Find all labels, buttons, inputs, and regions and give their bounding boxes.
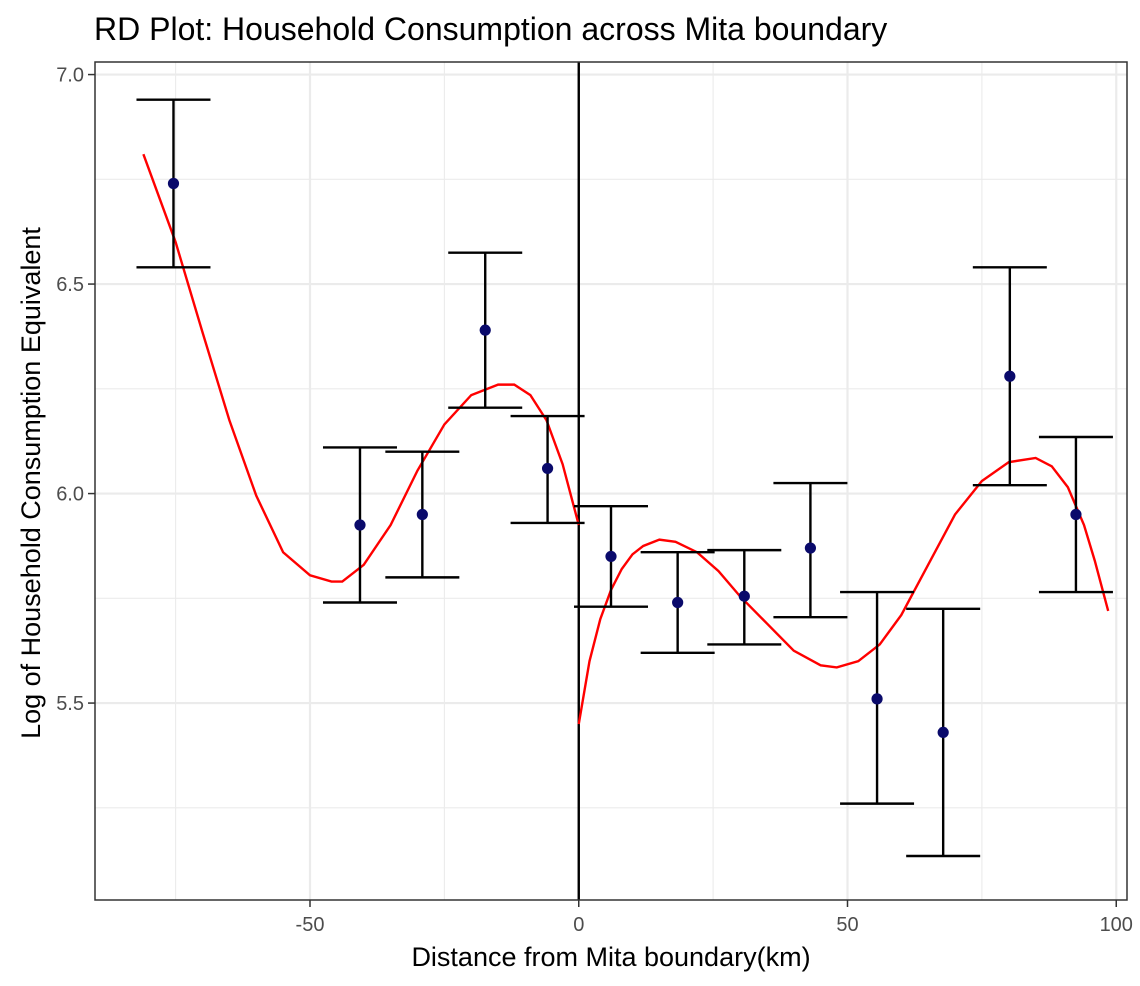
bin-mean-point	[354, 519, 366, 531]
y-tick-label: 5.5	[56, 693, 84, 715]
bin-mean-point	[738, 590, 750, 602]
bin-mean-point	[804, 542, 817, 554]
y-tick-label: 6.5	[56, 274, 84, 296]
bin-mean-point	[871, 693, 883, 705]
panel-border	[94, 61, 1128, 901]
x-tick-label: -50	[296, 914, 325, 936]
bin-mean-point	[1070, 508, 1082, 521]
x-tick-label: 50	[836, 914, 858, 936]
fit-lines	[142, 153, 1110, 725]
bin-mean-point	[479, 324, 491, 336]
chart-title: RD Plot: Household Consumption across Mi…	[94, 11, 887, 47]
bin-points	[167, 177, 1082, 739]
bin-mean-point	[416, 508, 428, 521]
x-tick-label: 0	[573, 914, 584, 936]
fit-line-right	[577, 456, 1110, 725]
bin-mean-point	[1004, 370, 1016, 382]
bin-mean-point	[167, 177, 180, 190]
bin-mean-point	[605, 550, 617, 563]
y-axis: 5.5 6.0 6.5 7.0	[56, 65, 95, 715]
x-tick-label: 100	[1100, 914, 1133, 936]
y-tick-label: 6.0	[56, 484, 84, 506]
y-axis-title: Log of Household Consumption Equivalent	[16, 227, 46, 739]
bin-mean-point	[672, 596, 684, 609]
bin-mean-point	[541, 462, 554, 475]
error-bars	[136, 98, 1113, 858]
fit-line-left	[142, 153, 580, 583]
x-axis: -50 0 50 100	[296, 900, 1133, 936]
y-tick-label: 7.0	[56, 65, 84, 87]
bin-mean-point	[937, 726, 949, 739]
x-axis-title: Distance from Mita boundary(km)	[411, 942, 810, 972]
